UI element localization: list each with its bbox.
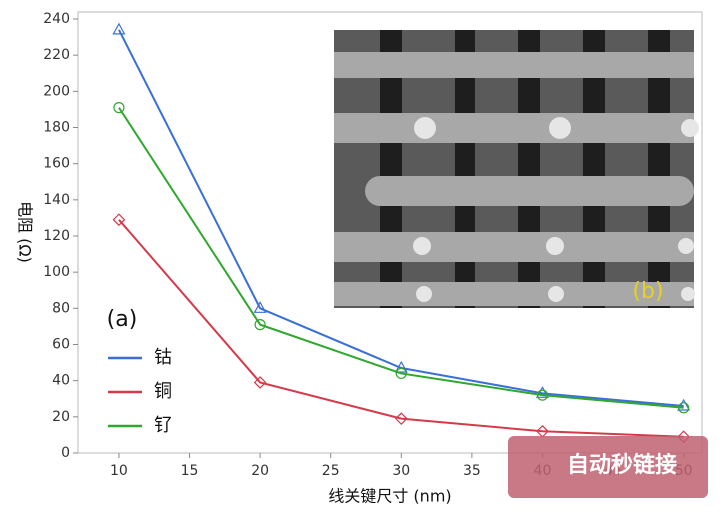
annotation: (a) — [107, 307, 138, 332]
series-line — [118, 107, 684, 409]
y-tick-label: 100 — [43, 264, 70, 280]
marker — [395, 367, 407, 380]
y-tick-label: 180 — [43, 120, 70, 136]
y-tick-label: 240 — [43, 11, 70, 27]
legend-label: 铜 — [154, 381, 172, 402]
marker — [112, 22, 126, 35]
y-tick-label: 20 — [52, 409, 70, 425]
marker — [394, 360, 408, 373]
y-tick-label: 0 — [61, 445, 70, 461]
watermark: 自动秒链接 — [508, 436, 708, 498]
y-tick-label: 140 — [43, 192, 70, 208]
sem-image — [334, 30, 699, 308]
marker — [112, 213, 126, 227]
y-tick-label: 80 — [52, 300, 70, 316]
marker — [253, 376, 267, 389]
y-tick-label: 120 — [43, 228, 70, 244]
marker — [253, 301, 267, 313]
marker — [677, 398, 691, 411]
marker — [678, 402, 690, 414]
legend-label: 钴 — [154, 347, 172, 368]
marker — [394, 412, 408, 425]
series-line — [118, 219, 684, 438]
marker — [535, 386, 549, 398]
annotation: (b) — [632, 279, 663, 304]
x-axis-label: 线关键尺寸 (nm) — [328, 487, 451, 506]
x-tick-label: 10 — [110, 463, 128, 479]
y-tick-label: 40 — [52, 373, 70, 389]
x-tick-label: 15 — [181, 463, 199, 479]
y-tick-label: 220 — [43, 47, 70, 63]
x-tick-label: 20 — [251, 463, 269, 479]
marker — [536, 389, 549, 401]
y-tick-label: 160 — [43, 156, 70, 172]
watermark-text: 自动秒链接 — [567, 452, 677, 478]
y-axis-label: 电阻 (Ω) — [16, 201, 35, 263]
y-tick-label: 60 — [52, 337, 70, 353]
x-tick-label: 25 — [322, 463, 340, 479]
x-tick-label: 35 — [463, 463, 481, 479]
y-tick-label: 200 — [43, 83, 70, 99]
x-tick-label: 30 — [392, 463, 410, 479]
plot-frame — [77, 11, 703, 454]
legend-label: 钌 — [154, 415, 172, 436]
marker — [254, 319, 266, 331]
marker — [113, 102, 125, 114]
